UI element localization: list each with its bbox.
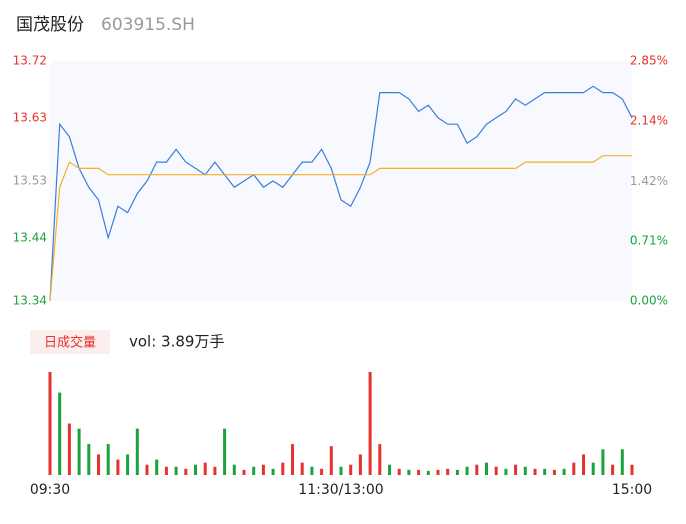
volume-bar — [611, 464, 615, 475]
volume-bar — [562, 468, 566, 475]
volume-bar — [320, 468, 324, 475]
volume-bar — [291, 444, 294, 475]
volume-bar — [601, 449, 605, 475]
volume-bar — [572, 462, 576, 475]
volume-bar — [504, 468, 508, 475]
volume-badge — [30, 330, 110, 354]
volume-bar — [378, 444, 382, 475]
volume-bar — [77, 428, 81, 475]
volume-bar — [87, 444, 91, 475]
y2-tick-label: 2.85% — [630, 54, 668, 68]
volume-bar — [97, 454, 100, 475]
volume-bar — [446, 468, 450, 475]
volume-badge-label: 日成交量 — [44, 335, 96, 351]
volume-bar — [223, 428, 227, 475]
volume-bar — [436, 469, 440, 475]
volume-bar — [145, 464, 149, 475]
x-tick-label: 11:30/13:00 — [298, 482, 383, 498]
volume-bar — [455, 469, 459, 475]
y-tick-label: 13.44 — [13, 230, 47, 244]
volume-bar — [426, 470, 430, 475]
volume-bar — [58, 392, 62, 475]
volume-bar — [300, 462, 304, 475]
volume-bar — [630, 464, 634, 475]
volume-bar — [155, 459, 159, 475]
volume-bar — [67, 423, 71, 475]
stock-code: 603915.SH — [101, 15, 195, 35]
volume-bar — [494, 466, 498, 475]
volume-bar — [582, 454, 585, 475]
volume-bar — [533, 468, 537, 475]
volume-bar — [514, 464, 518, 475]
stock-name: 国茂股份 — [16, 15, 84, 35]
volume-bar — [368, 372, 372, 475]
volume-bar — [184, 468, 188, 475]
volume-bar — [164, 466, 168, 475]
volume-bar — [281, 462, 285, 475]
volume-bar — [194, 464, 197, 475]
volume-bar — [475, 464, 479, 475]
y2-tick-label: 0.71% — [630, 234, 668, 248]
volume-bar — [126, 454, 130, 475]
x-tick-label: 15:00 — [612, 482, 652, 498]
volume-bar — [358, 454, 362, 475]
volume-bar — [310, 466, 314, 475]
volume-bar — [242, 469, 246, 475]
volume-bar — [407, 469, 411, 475]
volume-bar — [552, 469, 556, 475]
price-line — [49, 155, 632, 302]
y-tick-label: 13.34 — [13, 294, 47, 308]
volume-bar — [397, 468, 401, 475]
y2-tick-label: 0.00% — [630, 294, 668, 308]
volume-bar — [417, 469, 421, 475]
volume-text: vol: 3.89万手 — [129, 333, 224, 351]
volume-bar — [620, 449, 624, 475]
y-tick-label: 13.63 — [13, 110, 47, 124]
volume-bar — [203, 462, 207, 475]
volume-bar — [174, 466, 178, 475]
volume-bar — [465, 466, 469, 475]
plot-area — [50, 61, 632, 301]
volume-bar — [271, 468, 275, 475]
volume-bar — [106, 444, 110, 475]
y-tick-label: 13.53 — [13, 174, 47, 188]
volume-bar — [523, 466, 527, 475]
y2-tick-label: 1.42% — [630, 174, 668, 188]
volume-bar — [543, 468, 547, 475]
volume-bar — [116, 459, 120, 475]
y-tick-label: 13.72 — [13, 54, 47, 68]
x-tick-label: 09:30 — [30, 482, 70, 498]
volume-bar — [213, 466, 217, 475]
volume-bar — [261, 464, 265, 475]
volume-bar — [339, 466, 343, 475]
volume-bar — [135, 428, 139, 475]
volume-bar — [329, 446, 333, 475]
volume-bar — [232, 464, 236, 475]
volume-bar — [388, 464, 391, 475]
y2-tick-label: 2.14% — [630, 113, 668, 127]
volume-bar — [485, 462, 488, 475]
price-line — [49, 85, 633, 302]
volume-bar — [349, 464, 353, 475]
volume-bar — [591, 462, 595, 475]
volume-bar — [48, 372, 52, 475]
volume-bar — [252, 466, 256, 475]
